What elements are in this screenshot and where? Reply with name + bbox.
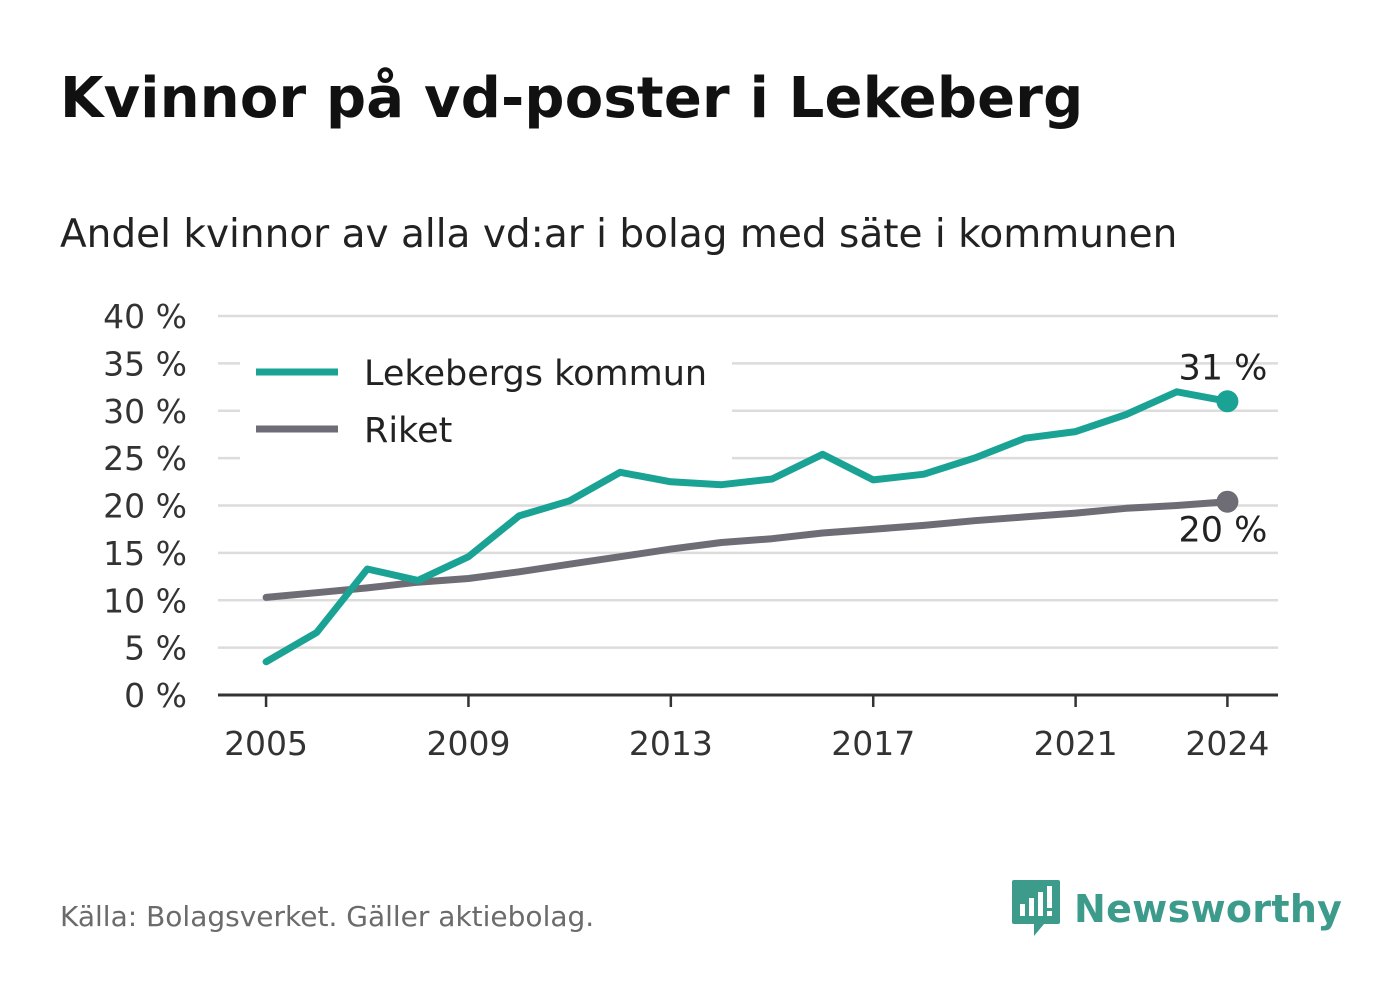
legend: Lekebergs kommun Riket [240,345,732,463]
x-tick-label: 2009 [426,724,510,763]
newsworthy-icon [1012,880,1060,936]
y-tick-label: 40 % [103,297,187,336]
brand-name: Newsworthy [1074,887,1343,931]
y-tick-label: 15 % [103,534,187,573]
y-tick-label: 5 % [124,629,187,668]
y-axis-tick-labels: 0 % 5 % 10 % 15 % 20 % 25 % 30 % 35 % 40 % [103,297,187,715]
x-tick-label: 2021 [1034,724,1118,763]
series-line-lekeberg [262,388,1231,666]
series-line-riket [262,498,1231,601]
x-axis: 2005 2009 2013 2017 2021 2024 [218,693,1278,763]
newsworthy-logo: Newsworthy [1010,878,1342,940]
legend-label-riket: Riket [364,411,452,451]
chart-title: Kvinnor på vd-poster i Lekeberg [60,66,1084,131]
y-tick-label: 0 % [124,676,187,715]
y-tick-label: 30 % [103,392,187,431]
chart-subtitle: Andel kvinnor av alla vd:ar i bolag med … [60,212,1178,257]
y-tick-label: 20 % [103,487,187,526]
legend-label-lekeberg: Lekebergs kommun [364,354,707,394]
end-label-riket: 20 % [1178,511,1267,551]
end-point-lekeberg [1216,390,1239,413]
x-tick-label: 2013 [629,724,713,763]
y-tick-label: 10 % [103,581,187,620]
x-tick-label: 2024 [1185,724,1269,763]
x-tick-label: 2017 [831,724,915,763]
end-point-riket [1216,490,1239,513]
y-tick-label: 35 % [103,344,187,383]
source-note: Källa: Bolagsverket. Gäller aktiebolag. [60,900,595,933]
y-tick-label: 25 % [103,439,187,478]
legend-background [240,345,732,463]
series [262,388,1239,666]
end-label-lekeberg: 31 % [1178,348,1267,388]
x-tick-label: 2005 [224,724,308,763]
